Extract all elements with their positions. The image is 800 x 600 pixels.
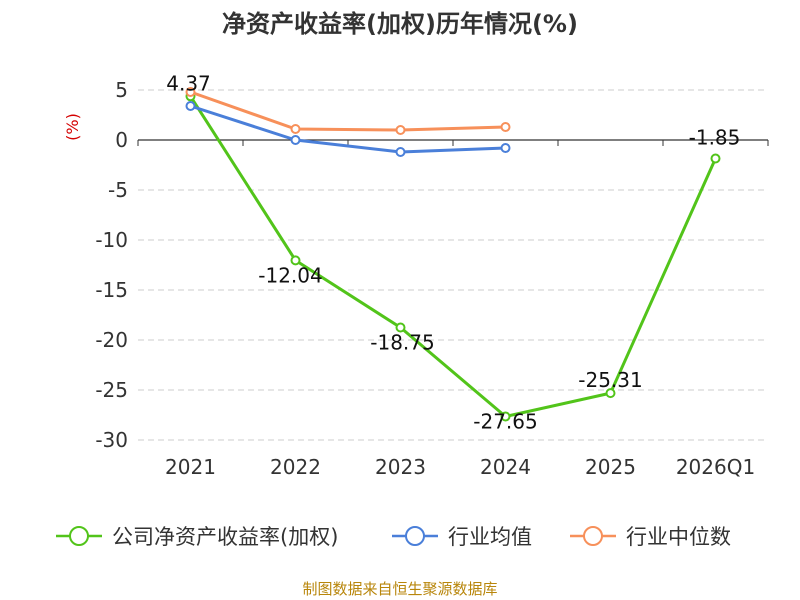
series-lines bbox=[185, 87, 721, 422]
x-tick-label: 2022 bbox=[270, 455, 321, 479]
x-tick-label: 2024 bbox=[480, 455, 531, 479]
y-tick-label: 5 bbox=[115, 78, 128, 102]
data-label: -18.75 bbox=[370, 331, 434, 355]
series-line-2 bbox=[190, 90, 506, 132]
data-point bbox=[185, 87, 196, 97]
y-tick-label: 0 bbox=[115, 128, 128, 152]
y-tick-label: -20 bbox=[95, 328, 128, 352]
x-tick-label: 2025 bbox=[585, 455, 636, 479]
data-labels: 4.37 -12.04 -18.75 -27.65 -25.31 -1.85 bbox=[166, 71, 740, 433]
data-point bbox=[395, 147, 406, 157]
y-tick-label: -25 bbox=[95, 378, 128, 402]
legend: 公司净资产收益率(加权) 行业均值 行业中位数 bbox=[56, 525, 731, 549]
data-point bbox=[290, 135, 301, 145]
data-point bbox=[500, 143, 511, 153]
legend-label: 公司净资产收益率(加权) bbox=[112, 525, 338, 549]
grid-lines bbox=[138, 89, 768, 441]
y-tick-label: -15 bbox=[95, 278, 128, 302]
y-axis-label: (%) bbox=[63, 113, 82, 141]
legend-label: 行业均值 bbox=[448, 525, 532, 549]
chart-title: 净资产收益率(加权)历年情况(%) bbox=[222, 10, 578, 38]
legend-label: 行业中位数 bbox=[626, 525, 731, 549]
legend-marker bbox=[405, 526, 425, 546]
data-label: -1.85 bbox=[689, 126, 741, 150]
x-tick-label: 2026Q1 bbox=[676, 455, 755, 479]
data-label: -12.04 bbox=[258, 263, 322, 287]
data-label: -27.65 bbox=[473, 410, 537, 434]
data-point bbox=[500, 411, 511, 422]
data-point bbox=[395, 125, 406, 135]
data-point bbox=[185, 101, 196, 111]
x-tick-label: 2023 bbox=[375, 455, 426, 479]
data-point bbox=[605, 388, 616, 399]
data-point bbox=[500, 122, 511, 132]
series-line-1 bbox=[190, 104, 506, 154]
source-note: 制图数据来自恒生聚源数据库 bbox=[302, 580, 497, 598]
data-label: 4.37 bbox=[166, 71, 211, 95]
data-point bbox=[710, 153, 721, 164]
series-line-0 bbox=[189, 95, 717, 418]
y-tick-label: -30 bbox=[95, 428, 128, 452]
data-point bbox=[395, 322, 406, 333]
legend-marker bbox=[583, 526, 603, 546]
x-tick-label: 2021 bbox=[165, 455, 216, 479]
axes: 5 0 -5 -10 -15 -20 -25 -30 2021 2022 2023 2024 2025 2… bbox=[95, 78, 769, 479]
y-tick-label: -5 bbox=[108, 178, 128, 202]
data-point bbox=[290, 124, 301, 134]
data-point bbox=[290, 255, 301, 266]
y-tick-label: -10 bbox=[95, 228, 128, 252]
legend-marker bbox=[69, 526, 89, 546]
data-label: -25.31 bbox=[578, 368, 642, 392]
